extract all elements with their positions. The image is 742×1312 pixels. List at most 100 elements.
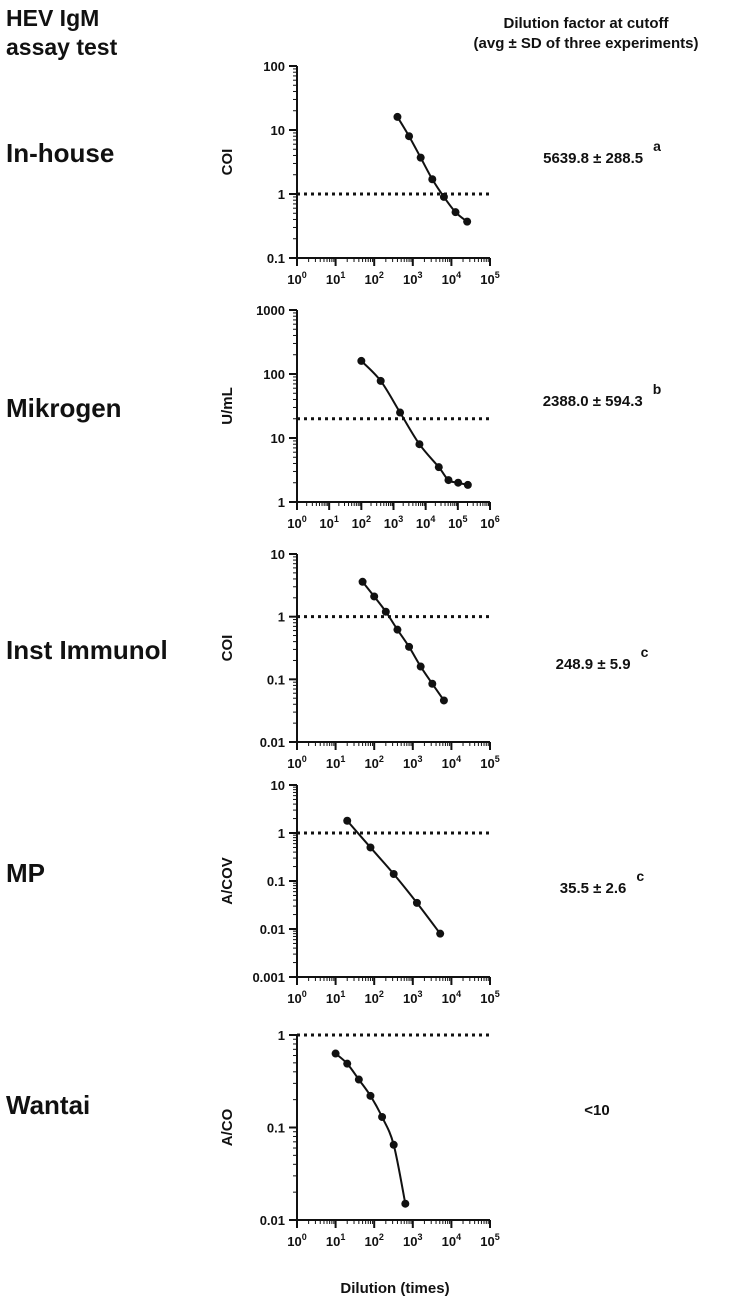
result-superscript: c: [640, 644, 649, 660]
x-tick-label: 100: [287, 514, 306, 531]
assay-label-inst-immunol: Inst Immunol: [6, 635, 168, 665]
data-point: [405, 642, 414, 651]
x-tick-label: 103: [403, 270, 422, 287]
y-tick-label: 0.1: [267, 672, 285, 687]
y-tick-label: 10: [271, 547, 285, 562]
data-point: [354, 1075, 363, 1084]
data-point: [436, 929, 445, 938]
chart-inst-immunol: 0.01 0.1 1 10 100 101 102 103 104 105 COI: [219, 547, 500, 771]
data-point: [439, 696, 448, 705]
x-tick-label: 101: [326, 270, 345, 287]
data-point: [416, 153, 425, 162]
x-axis-title: Dilution (times): [340, 1280, 450, 1297]
assay-label-mp: MP: [6, 858, 45, 888]
x-tick-label: 103: [403, 754, 422, 771]
assay-label-in-house: In-house: [6, 138, 115, 168]
x-tick-label: 101: [326, 989, 345, 1006]
x-tick-label: 104: [442, 270, 461, 287]
result-value: <10: [584, 1102, 610, 1119]
x-tick-label: 105: [480, 754, 499, 771]
y-tick-label: 1: [278, 495, 285, 510]
x-tick-label: 104: [416, 514, 435, 531]
x-tick-label: 105: [480, 1232, 499, 1249]
data-point: [370, 592, 379, 601]
data-point: [331, 1049, 340, 1058]
y-tick-label: 0.1: [267, 251, 285, 266]
dilution-factor-heading-line1: Dilution factor at cutoff: [503, 15, 669, 32]
result-superscript: b: [652, 381, 662, 397]
y-tick-label: 0.01: [260, 922, 285, 937]
data-point: [416, 662, 425, 671]
y-tick-label: 1000: [256, 303, 285, 318]
x-tick-label: 101: [326, 1232, 345, 1249]
result-wantai: <10: [512, 1096, 692, 1119]
data-point: [366, 843, 375, 852]
y-axis-title: A/COV: [219, 857, 236, 905]
assay-label-mikrogen: Mikrogen: [6, 393, 122, 423]
y-tick-label: 1: [278, 1028, 285, 1043]
data-point: [463, 480, 472, 489]
data-point: [434, 463, 443, 472]
data-point: [389, 869, 398, 878]
data-point: [444, 476, 453, 485]
result-inst-immunol: 248.9 ± 5.9 c: [512, 644, 692, 673]
data-point: [393, 625, 402, 634]
data-point: [415, 440, 424, 449]
data-point: [381, 607, 390, 616]
data-point: [376, 376, 385, 385]
y-tick-label: 0.001: [252, 970, 285, 985]
y-tick-label: 100: [263, 367, 285, 382]
chart-mikrogen: 1 10 100 1000 100 101 102 103 104 105 106 U/mL: [219, 303, 500, 531]
data-point: [451, 208, 460, 217]
chart-mp: 0.001 0.01 0.1 1 10 100 101 102 103 104 105 A/COV: [219, 778, 500, 1006]
data-point: [463, 217, 472, 226]
assay-test-heading: HEV IgM assay test: [6, 4, 117, 62]
y-tick-label: 10: [271, 431, 285, 446]
x-tick-label: 102: [364, 1232, 383, 1249]
data-point: [358, 577, 367, 586]
x-tick-label: 105: [448, 514, 467, 531]
x-tick-label: 100: [287, 989, 306, 1006]
y-tick-label: 1: [278, 610, 285, 625]
assay-label-wantai: Wantai: [6, 1090, 91, 1120]
dilution-factor-heading: Dilution factor at cutoff (avg ± SD of t…: [436, 14, 736, 54]
data-point: [454, 478, 463, 487]
y-axis-title: U/mL: [219, 387, 236, 425]
result-value: 2388.0 ± 594.3: [542, 393, 643, 410]
x-tick-label: 104: [442, 754, 461, 771]
y-tick-label: 0.1: [267, 1121, 285, 1136]
x-tick-label: 105: [480, 989, 499, 1006]
x-tick-label: 103: [403, 989, 422, 1006]
x-tick-label: 102: [364, 754, 383, 771]
x-tick-label: 100: [287, 1232, 306, 1249]
x-tick-label: 101: [319, 514, 338, 531]
x-tick-label: 106: [480, 514, 499, 531]
y-tick-label: 100: [263, 59, 285, 74]
dilution-factor-heading-line2: (avg ± SD of three experiments): [473, 35, 699, 52]
x-tick-label: 105: [480, 270, 499, 287]
data-point: [428, 175, 437, 184]
result-in-house: 5639.8 ± 288.5 a: [512, 138, 692, 167]
data-point: [357, 356, 366, 365]
result-mp: 35.5 ± 2.6 c: [512, 868, 692, 897]
data-point: [343, 1059, 352, 1068]
y-axis-title: COI: [219, 149, 236, 176]
data-point: [412, 898, 421, 907]
x-tick-label: 104: [442, 1232, 461, 1249]
data-point: [343, 816, 352, 825]
assay-test-heading-line2: assay test: [6, 34, 118, 60]
result-superscript: a: [653, 138, 661, 154]
x-tick-label: 103: [384, 514, 403, 531]
x-tick-label: 102: [364, 989, 383, 1006]
data-point: [405, 132, 414, 141]
data-point: [378, 1112, 387, 1121]
y-tick-label: 10: [271, 778, 285, 793]
assay-test-heading-line1: HEV IgM: [6, 5, 100, 31]
y-tick-label: 1: [278, 826, 285, 841]
result-value: 248.9 ± 5.9: [555, 656, 631, 673]
chart-wantai: 0.01 0.1 1 100 101 102 103 104 105 A/CO: [219, 1028, 500, 1249]
data-point: [366, 1091, 375, 1100]
y-tick-label: 0.01: [260, 735, 285, 750]
x-tick-label: 100: [287, 754, 306, 771]
